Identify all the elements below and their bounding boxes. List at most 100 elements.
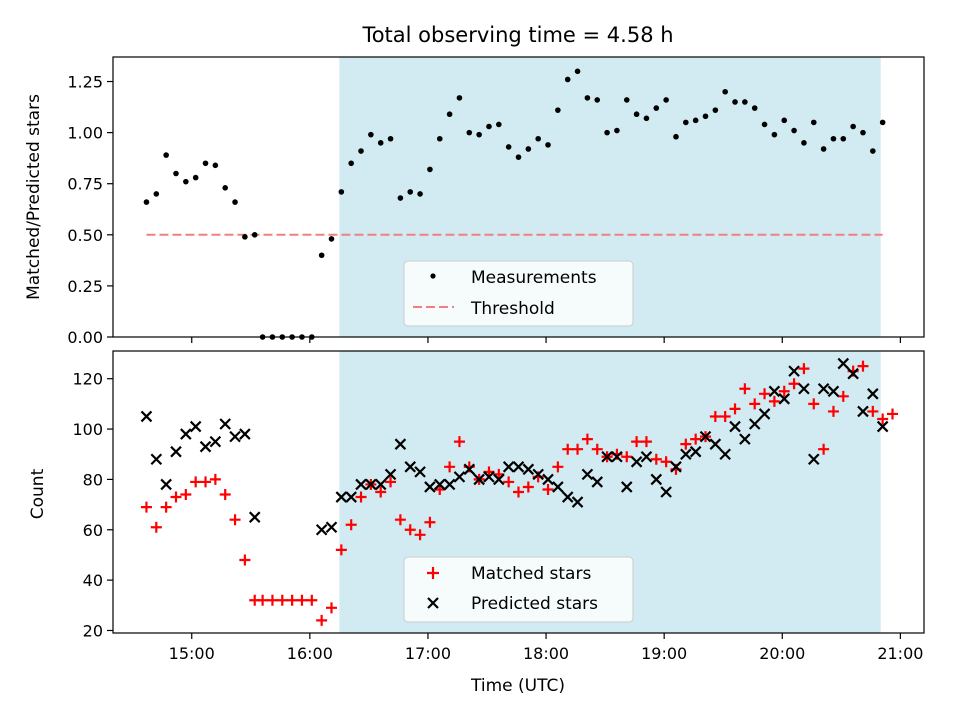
x-axis-label: Time (UTC) <box>470 676 565 696</box>
predicted-star-point <box>512 461 525 473</box>
matched-star-point <box>709 410 721 422</box>
matched-star-point <box>877 413 889 425</box>
x-tick-label: 15:00 <box>169 644 215 663</box>
measurement-point <box>202 160 209 167</box>
matched-star-point <box>424 516 436 528</box>
top-y-tick-label: 0.50 <box>67 226 103 245</box>
matched-star-point <box>306 594 318 606</box>
bottom-y-axis-label: Count <box>28 468 48 519</box>
measurement-point <box>643 115 650 122</box>
legend-threshold-label: Threshold <box>470 299 555 319</box>
matched-star-point <box>581 433 593 445</box>
matched-star-point <box>680 438 692 450</box>
top-y-tick-label: 0.00 <box>67 328 103 347</box>
matched-star-point <box>335 544 347 556</box>
predicted-star-point <box>847 367 859 380</box>
measurement-point <box>318 252 325 259</box>
matched-star-point <box>562 443 574 455</box>
measurement-point <box>525 146 532 152</box>
predicted-star-point <box>817 382 830 395</box>
predicted-star-point <box>778 393 791 405</box>
predicted-star-point <box>404 461 417 473</box>
predicted-star-point <box>189 420 202 433</box>
top-y-axis-label: Matched/Predicted stars <box>24 94 44 300</box>
matched-star-point <box>140 501 152 513</box>
measurement-point <box>702 113 709 120</box>
matched-star-point <box>414 529 426 541</box>
matched-star-point <box>276 594 288 606</box>
measurement-point <box>820 146 827 152</box>
matched-star-point <box>818 443 830 455</box>
measurement-point <box>387 135 394 142</box>
matched-star-point <box>503 476 515 488</box>
matched-star-point <box>837 390 849 402</box>
matched-star-point <box>325 602 337 614</box>
measurement-point <box>633 111 640 118</box>
matched-star-point <box>660 456 672 468</box>
matched-star-point <box>453 436 465 448</box>
measurement-point <box>742 99 748 105</box>
top-panel: 0.00 0.25 0.50 0.75 1.00 1.25 Matched/Predict… <box>24 56 925 347</box>
matched-star-point <box>513 486 524 498</box>
measurement-point <box>614 127 620 134</box>
matched-star-point <box>257 594 269 606</box>
x-tick-label: 17:00 <box>405 644 451 663</box>
measurement-point <box>850 123 856 130</box>
predicted-star-point <box>424 481 436 493</box>
measurement-point <box>555 107 561 113</box>
measurement-point <box>417 191 423 197</box>
matched-star-point <box>239 554 251 566</box>
matched-star-point <box>827 405 839 417</box>
matched-star-point <box>375 486 387 498</box>
matched-star-point <box>572 443 584 455</box>
top-y-tick-label: 0.25 <box>67 277 103 296</box>
predicted-star-point <box>325 521 338 534</box>
measurement-point <box>427 166 433 173</box>
predicted-star-point <box>748 418 761 430</box>
matched-star-point <box>219 489 231 501</box>
measurement-point <box>594 97 601 103</box>
measurement-point <box>860 129 866 136</box>
measurement-point <box>732 99 738 105</box>
matched-star-point <box>355 491 367 503</box>
top-y-tick-label: 1.00 <box>67 124 103 143</box>
bottom-y-tick-label: 40 <box>83 571 103 590</box>
predicted-star-point <box>591 476 604 488</box>
matched-star-point <box>296 594 308 606</box>
legend-matched-marker <box>427 567 439 579</box>
matched-star-point <box>404 524 416 536</box>
measurement-point <box>242 234 248 240</box>
matched-star-point <box>170 491 182 503</box>
predicted-star-point <box>414 466 426 478</box>
x-tick-label: 16:00 <box>287 644 333 663</box>
predicted-star-point <box>719 448 731 461</box>
measurement-point <box>535 135 541 142</box>
measurement-point <box>604 129 610 136</box>
predicted-star-point <box>433 478 446 491</box>
measurement-point <box>653 105 660 111</box>
matched-star-point <box>798 363 810 375</box>
predicted-star-point <box>837 357 850 370</box>
measurement-point <box>368 131 374 138</box>
x-tick-label: 19:00 <box>641 644 687 663</box>
predicted-star-point <box>867 388 879 400</box>
measurement-point <box>761 121 768 128</box>
predicted-star-point <box>630 456 643 468</box>
measurement-point <box>173 170 179 177</box>
predicted-star-point <box>650 473 663 486</box>
predicted-star-point <box>150 453 163 466</box>
measurement-point <box>456 95 463 101</box>
predicted-star-point <box>180 428 192 440</box>
matched-star-point <box>209 473 221 485</box>
matched-star-point <box>160 501 172 513</box>
matched-star-point <box>180 489 192 501</box>
matched-star-point <box>739 383 751 395</box>
predicted-star-point <box>443 478 456 491</box>
x-tick-label: 18:00 <box>523 644 569 663</box>
bottom-y-tick-label: 60 <box>83 521 103 540</box>
predicted-star-point <box>542 473 554 486</box>
measurement-point <box>810 119 817 126</box>
predicted-star-point <box>219 418 231 430</box>
predicted-star-point <box>239 428 251 440</box>
matched-star-point <box>542 483 554 495</box>
